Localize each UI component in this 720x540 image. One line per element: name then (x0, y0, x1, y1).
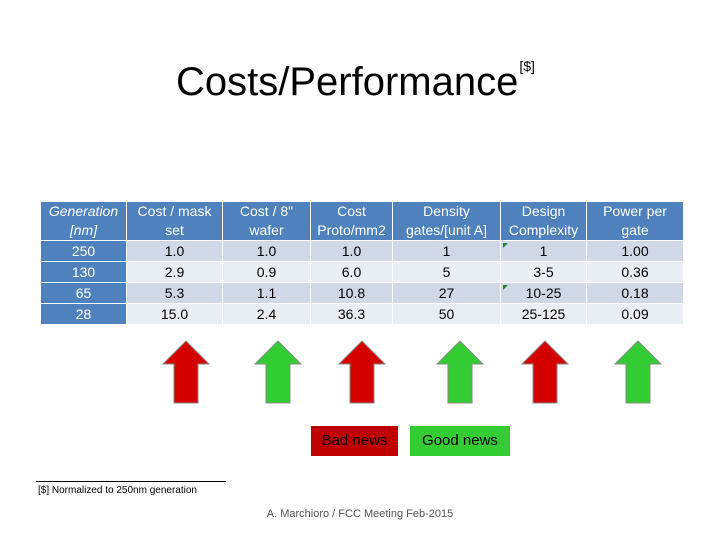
header-design-complexity: Design Complexity (500, 201, 587, 241)
cell-cost-mask: 1.0 (126, 240, 223, 262)
cell-cost-mask: 15.0 (126, 303, 223, 325)
cell-cost-proto: 1.0 (310, 240, 393, 262)
footnote-divider (36, 481, 226, 482)
slide-footer: A. Marchioro / FCC Meeting Feb-2015 (266, 508, 454, 520)
cell-design-complexity: 25-125 (500, 303, 587, 325)
up-arrow-icon-power-per-gate (614, 340, 662, 404)
arrow-shape (436, 340, 484, 404)
cell-design-complexity: 1 (500, 240, 587, 262)
arrow-shape (614, 340, 662, 404)
cell-power-per-gate: 0.09 (586, 303, 684, 325)
table-row: 65 5.3 1.1 10.8 27 10-25 0.18 (40, 282, 684, 304)
cell-cost-wafer: 1.0 (222, 240, 311, 262)
cell-cost-proto: 36.3 (310, 303, 393, 325)
cell-cost-proto: 10.8 (310, 282, 393, 304)
table-header-row: Generation [nm] Cost / mask set Cost / 8" w… (40, 201, 684, 241)
footnote: [$] Normalized to 250nm generation (38, 485, 197, 496)
header-density: Density gates/[unit A] (392, 201, 501, 241)
up-arrow-icon-design-complexity (521, 340, 569, 404)
slide-title: Costs/Performance[$] (176, 42, 535, 106)
cell-generation: 250 (40, 240, 127, 262)
cell-generation: 130 (40, 261, 127, 283)
cell-generation: 28 (40, 303, 127, 325)
cell-cost-wafer: 2.4 (222, 303, 311, 325)
cell-power-per-gate: 1.00 (586, 240, 684, 262)
table-row: 250 1.0 1.0 1.0 1 1 1.00 (40, 240, 684, 262)
header-cost-wafer: Cost / 8" wafer (222, 201, 311, 241)
arrow-shape (338, 340, 386, 404)
cell-power-per-gate: 0.36 (586, 261, 684, 283)
slide-title-text: Costs/Performance (176, 60, 519, 104)
cost-performance-table: Generation [nm] Cost / mask set Cost / 8" w… (40, 201, 684, 325)
arrow-shape (521, 340, 569, 404)
header-generation: Generation [nm] (40, 201, 127, 241)
arrow-shape (162, 340, 210, 404)
cell-generation: 65 (40, 282, 127, 304)
up-arrow-icon-density (436, 340, 484, 404)
cell-cost-mask: 5.3 (126, 282, 223, 304)
cell-density: 27 (392, 282, 501, 304)
up-arrow-icon-cost-proto (338, 340, 386, 404)
cell-cost-wafer: 1.1 (222, 282, 311, 304)
title-reference: [$] (519, 58, 535, 74)
up-arrow-icon-cost-mask (162, 340, 210, 404)
arrow-shape (254, 340, 302, 404)
cell-cost-proto: 6.0 (310, 261, 393, 283)
cell-density: 50 (392, 303, 501, 325)
cell-cost-wafer: 0.9 (222, 261, 311, 283)
good-news-badge: Good news (410, 426, 510, 456)
up-arrow-icon-cost-wafer (254, 340, 302, 404)
header-cost-mask: Cost / mask set (126, 201, 223, 241)
cell-design-complexity: 3-5 (500, 261, 587, 283)
header-cost-proto: Cost Proto/mm2 (310, 201, 393, 241)
header-power-per-gate: Power per gate (586, 201, 684, 241)
cell-cost-mask: 2.9 (126, 261, 223, 283)
table-row: 130 2.9 0.9 6.0 5 3-5 0.36 (40, 261, 684, 283)
cell-density: 1 (392, 240, 501, 262)
bad-news-badge: Bad news (311, 426, 398, 456)
cell-density: 5 (392, 261, 501, 283)
cell-design-complexity: 10-25 (500, 282, 587, 304)
cell-power-per-gate: 0.18 (586, 282, 684, 304)
table-row: 28 15.0 2.4 36.3 50 25-125 0.09 (40, 303, 684, 325)
